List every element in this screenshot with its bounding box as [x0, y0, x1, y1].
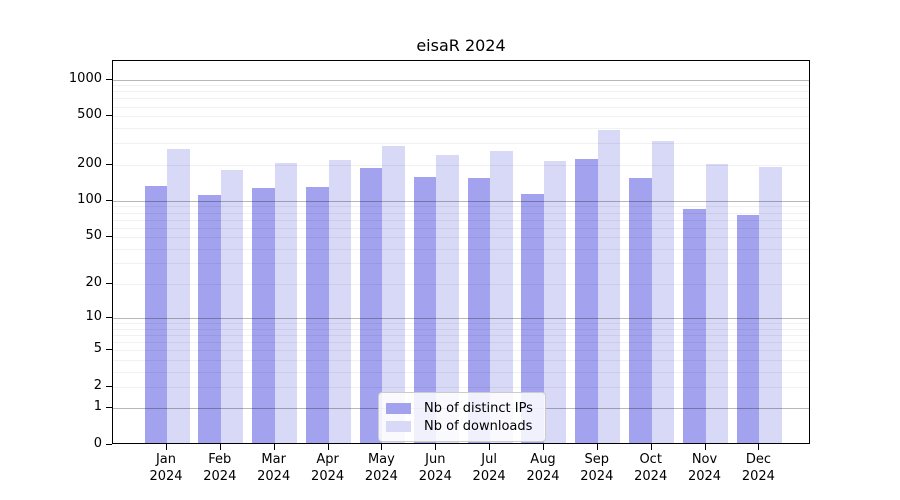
y-axis-tick-label: 0 [93, 436, 102, 451]
bar-downloads-sep [597, 130, 621, 443]
minor-gridline [113, 116, 809, 118]
y-axis-tick-label: 50 [85, 228, 102, 243]
y-axis-tick-label: 20 [85, 275, 102, 290]
y-axis-tick [106, 349, 112, 351]
x-axis-tick [650, 444, 652, 450]
x-axis-tick-label: Oct 2024 [634, 452, 668, 484]
x-axis-tick [166, 444, 167, 450]
bar-downloads-jul [490, 150, 513, 443]
legend-item-distinct-ips: Nb of distinct IPs [386, 399, 537, 417]
y-axis-tick [106, 407, 112, 409]
x-axis-tick [381, 444, 383, 450]
bar-downloads-aug [543, 160, 567, 443]
y-axis-tick [106, 236, 112, 237]
legend: Nb of distinct IPs Nb of downloads [378, 392, 546, 442]
x-axis-tick-label: Feb 2024 [203, 452, 237, 484]
legend-swatch-distinct-ips-icon [386, 402, 411, 414]
y-axis-tick [106, 163, 112, 165]
bar-distinct-ips-dec [736, 215, 760, 443]
x-axis-tick-label: Aug 2024 [526, 452, 560, 484]
bar-distinct-ips-jul [467, 178, 491, 443]
y-axis-tick-label: 2 [93, 377, 102, 393]
bar-downloads-may [382, 146, 405, 443]
bar-downloads-jun [436, 155, 459, 443]
y-axis-tick [106, 283, 112, 284]
x-axis-tick-label: Dec 2024 [741, 452, 775, 484]
y-axis-tick-label: 1 [93, 399, 102, 415]
minor-gridline [113, 106, 809, 108]
x-axis-tick-label: Jun 2024 [418, 452, 452, 484]
x-axis-tick-label: May 2024 [364, 452, 398, 484]
x-axis-tick [758, 444, 760, 450]
x-axis-tick-label: Sep 2024 [580, 452, 614, 484]
x-axis-tick-label: Apr 2024 [311, 452, 345, 484]
x-axis-tick [489, 444, 491, 450]
x-axis-tick [435, 444, 437, 450]
y-axis-tick [106, 115, 112, 117]
bar-distinct-ips-feb [198, 195, 221, 443]
y-axis-tick [106, 444, 112, 445]
bar-downloads-jan [167, 149, 190, 443]
x-axis-tick [219, 444, 221, 450]
bar-distinct-ips-jun [413, 176, 437, 443]
bar-distinct-ips-apr [306, 187, 329, 443]
bar-downloads-apr [328, 159, 352, 443]
y-axis-tick-label: 1000 [68, 70, 102, 86]
bar-downloads-mar [274, 163, 298, 443]
x-axis-tick [596, 444, 598, 450]
plot-area [112, 60, 810, 444]
chart-title: eisaR 2024 [416, 36, 506, 55]
major-gridline [113, 79, 809, 81]
x-axis-tick [704, 444, 706, 450]
y-axis-tick [106, 199, 112, 201]
bar-distinct-ips-sep [575, 159, 598, 443]
legend-item-downloads: Nb of downloads [386, 417, 537, 435]
legend-label-downloads: Nb of downloads [424, 418, 533, 434]
x-axis-tick [327, 444, 329, 450]
x-axis-tick-label: Nov 2024 [687, 452, 722, 484]
x-axis-tick-label: Mar 2024 [257, 452, 291, 484]
y-axis-tick [106, 317, 112, 319]
y-axis-tick-label: 5 [93, 341, 102, 357]
legend-label-distinct-ips: Nb of distinct IPs [424, 400, 533, 416]
minor-gridline [113, 143, 809, 145]
x-axis-tick-label: Jan 2024 [149, 452, 183, 484]
legend-swatch-downloads-icon [386, 420, 411, 432]
bar-distinct-ips-nov [683, 208, 706, 443]
y-axis-tick [106, 385, 112, 387]
minor-gridline [113, 91, 809, 93]
bar-distinct-ips-mar [252, 187, 275, 443]
bar-downloads-oct [651, 140, 675, 443]
x-axis-tick-label: Jul 2024 [472, 452, 506, 484]
x-axis-tick [273, 444, 275, 450]
bar-distinct-ips-may [359, 168, 383, 443]
bar-downloads-dec [759, 167, 782, 443]
y-axis-tick-label: 200 [77, 155, 102, 171]
bar-distinct-ips-aug [521, 194, 544, 443]
y-axis-tick [106, 78, 112, 80]
x-axis-tick [543, 444, 544, 450]
minor-gridline [113, 127, 809, 129]
y-axis-tick-label: 500 [77, 107, 102, 123]
minor-gridline [113, 98, 809, 100]
bar-downloads-nov [705, 164, 728, 443]
y-axis-tick-label: 10 [85, 309, 102, 325]
y-axis-tick-label: 100 [77, 191, 102, 207]
bar-distinct-ips-jan [144, 185, 167, 443]
bar-downloads-feb [220, 170, 244, 443]
bar-distinct-ips-oct [629, 177, 652, 443]
minor-gridline [113, 85, 809, 87]
